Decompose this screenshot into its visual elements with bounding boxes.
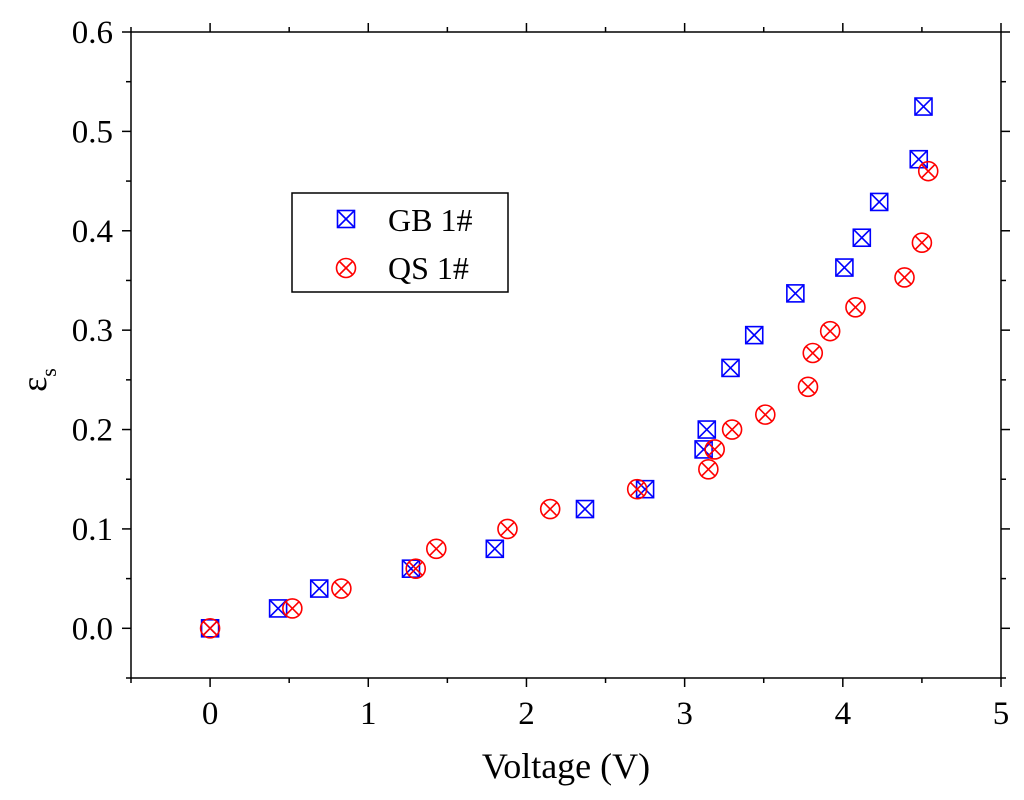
qs-data-point: [802, 342, 824, 364]
qs-data-point: [721, 419, 743, 440]
y-tick-label: 0.4: [72, 214, 113, 250]
qs-data-point: [539, 498, 561, 520]
legend: GB 1# QS 1#: [291, 192, 509, 293]
gb-data-point: [909, 149, 929, 169]
qs-data-point: [425, 538, 447, 560]
x-tick-label: 4: [835, 696, 852, 732]
qs-data-point: [917, 160, 939, 182]
legend-marker-qs: [335, 257, 357, 279]
qs-data-point: [698, 458, 719, 480]
x-axis-ticks: 0 1 2 3 4 5: [130, 23, 1010, 732]
x-tick-label: 3: [676, 696, 693, 732]
gb-data-point: [914, 97, 933, 116]
y-tick-label: 0.3: [72, 313, 113, 349]
data-points: [199, 97, 939, 639]
y-axis-title: εs: [14, 368, 61, 392]
y-tick-label: 0.2: [72, 413, 113, 449]
series-gb: [200, 97, 933, 638]
x-tick-label: 5: [993, 696, 1010, 732]
gb-data-point: [869, 192, 889, 212]
series-qs: [199, 160, 939, 639]
plot-area-border: [130, 31, 1002, 679]
legend-label-gb: GB 1#: [388, 202, 472, 238]
gb-data-point: [786, 284, 805, 303]
qs-data-point: [845, 296, 866, 318]
qs-data-point: [755, 404, 776, 425]
gb-data-point: [575, 499, 595, 519]
y-axis-title-symbol: ε: [14, 377, 54, 392]
qs-data-point: [282, 598, 303, 619]
x-axis-title: Voltage (V): [482, 746, 650, 786]
qs-data-point: [911, 232, 933, 253]
gb-data-point: [485, 539, 505, 559]
qs-data-point: [405, 558, 427, 579]
legend-qs-symbol: [335, 257, 357, 279]
legend-marker-gb: [336, 209, 356, 229]
y-axis-title-subscript: s: [36, 368, 61, 377]
qs-data-point: [497, 518, 518, 540]
legend-box: [291, 192, 509, 293]
qs-data-point: [199, 618, 221, 639]
x-tick-label: 2: [518, 696, 535, 732]
x-tick-label: 1: [360, 696, 377, 732]
qs-data-point: [331, 578, 352, 599]
legend-label-qs: QS 1#: [388, 250, 469, 286]
qs-data-point: [704, 439, 725, 460]
qs-data-point: [894, 267, 915, 288]
gb-data-point: [697, 420, 717, 439]
y-tick-label: 0.0: [72, 611, 113, 647]
y-tick-label: 0.5: [72, 114, 113, 150]
legend-gb-symbol: [336, 209, 356, 229]
y-tick-label: 0.1: [72, 512, 113, 548]
gb-data-point: [835, 258, 854, 277]
qs-data-point: [819, 320, 841, 342]
x-tick-label: 0: [202, 696, 219, 732]
gb-data-point: [309, 579, 329, 598]
gb-data-point: [852, 228, 872, 248]
gb-data-point: [721, 358, 740, 378]
qs-data-point: [626, 478, 648, 500]
plot-frame: [130, 31, 1002, 679]
y-tick-label: 0.6: [72, 15, 113, 51]
y-axis-ticks: 0.0 0.1 0.2 0.3 0.4 0.5 0.6: [72, 15, 1010, 679]
gb-data-point: [744, 325, 764, 345]
qs-data-point: [797, 376, 819, 398]
gb-data-point: [401, 559, 421, 578]
